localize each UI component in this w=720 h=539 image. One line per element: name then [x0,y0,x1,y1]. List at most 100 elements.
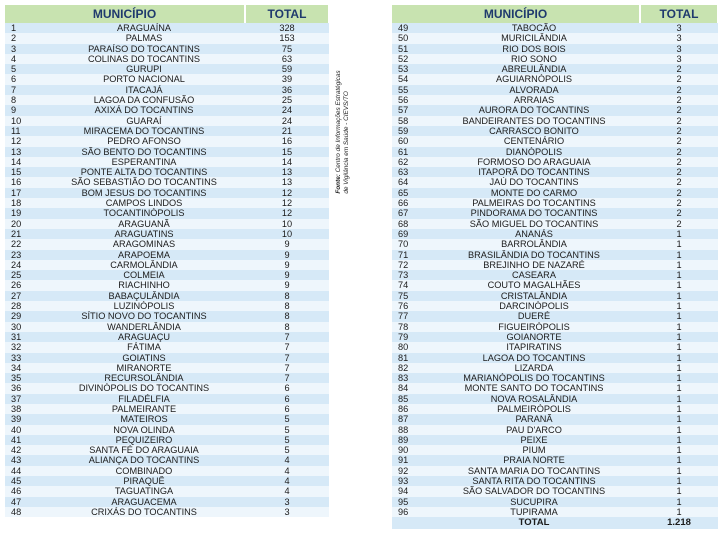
municipio-name: MONTE SANTO DO TOCANTINS [428,383,640,394]
row-total: 3 [640,33,718,44]
table-row: 88 PAU D'ARCO 1 [392,424,718,435]
row-number: 28 [5,301,43,312]
table-row: 15 PONTE ALTA DO TOCANTINS 13 [5,167,329,178]
municipio-name: CENTENÁRIO [428,136,640,147]
row-total: 1 [640,249,718,260]
row-total: 2 [640,136,718,147]
row-number: 8 [5,95,43,106]
row-number: 81 [392,352,428,363]
table-row: 17 BOM JESUS DO TOCANTINS 12 [5,187,329,199]
table-row: 47 ARAGUACEMA 3 [5,496,329,507]
table-row: 42 SANTA FÉ DO ARAGUAIA 5 [5,445,329,456]
table-row: 8 LAGOA DA CONFUSÃO 25 [5,95,329,106]
row-number: 70 [392,239,428,250]
municipio-name: MATEIROS [43,414,245,425]
row-total: 1 [640,228,718,240]
row-number: 75 [392,290,428,302]
row-total: 8 [245,290,329,302]
row-total: 1 [640,270,718,281]
table-row: 86 PALMEIRÓPOLIS 1 [392,403,718,415]
total-row: TOTAL 1.218 [392,517,718,530]
municipio-name: COMBINADO [43,465,245,477]
row-number: 42 [5,445,43,456]
row-number: 29 [5,311,43,322]
table-row: 2 PALMAS 153 [5,33,329,44]
row-total: 3 [245,506,329,518]
table-row: 92 SANTA MARIA DO TOCANTINS 1 [392,465,718,477]
table-row: 54 AGUIARNÓPOLIS 2 [392,74,718,85]
municipio-name: SÍTIO NOVO DO TOCANTINS [43,311,245,322]
municipio-name: SÃO SALVADOR DO TOCANTINS [428,486,640,497]
row-total: 1 [640,331,718,343]
municipio-name: CARMOLÂNDIA [43,259,245,271]
row-number: 3 [5,43,43,54]
row-total: 5 [245,424,329,435]
row-number: 62 [392,156,428,168]
municipio-name: ALVORADA [428,84,640,96]
municipio-name: AGUIARNÓPOLIS [428,74,640,85]
row-number: 74 [392,280,428,291]
municipio-name: SÃO SEBASTIÃO DO TOCANTINS [43,177,245,188]
municipio-name: DIANÓPOLIS [428,146,640,157]
table-row: 20 ARAGUANÃ 10 [5,218,329,229]
row-number: 67 [392,208,428,219]
table-row: 67 PINDORAMA DO TOCANTINS 2 [392,208,718,219]
table-row: 90 PIUM 1 [392,445,718,456]
source-line1: Centro de Informações Estratégicas [335,70,342,173]
row-number: 37 [5,393,43,404]
row-total: 36 [245,84,329,96]
row-total: 1 [640,496,718,507]
row-number: 10 [5,115,43,126]
municipio-name: TOCANTINÓPOLIS [43,208,245,219]
row-number: 58 [392,115,428,126]
row-number: 59 [392,125,428,137]
table-row: 29 SÍTIO NOVO DO TOCANTINS 8 [5,311,329,322]
row-total: 2 [640,208,718,219]
table-body-left: 1 ARAGUAÍNA 328 2 PALMAS 153 3 PARAÍSO DO TOCAN… [5,23,329,518]
municipio-name: MIRANORTE [43,362,245,374]
row-total: 6 [245,393,329,404]
municipio-name: SÃO BENTO DO TOCANTINS [43,146,245,157]
row-total: 15 [245,146,329,157]
table-row: 84 MONTE SANTO DO TOCANTINS 1 [392,383,718,394]
municipio-name: PALMEIRAS DO TOCANTINS [428,198,640,209]
row-number: 6 [5,74,43,85]
row-number: 26 [5,280,43,291]
table-row: 65 MONTE DO CARMO 2 [392,187,718,199]
row-number: 55 [392,84,428,96]
row-total: 24 [245,115,329,126]
row-total: 2 [640,84,718,96]
municipio-name: DARCINÓPOLIS [428,301,640,312]
row-number: 72 [392,259,428,271]
table-row: 91 PRAIA NORTE 1 [392,455,718,466]
row-total: 4 [245,476,329,487]
row-number: 61 [392,146,428,157]
municipio-name: SUCUPIRA [428,496,640,507]
row-number: 93 [392,476,428,487]
table-row: 9 AXIXÁ DO TOCANTINS 24 [5,105,329,116]
row-total: 1 [640,393,718,404]
row-number: 1 [5,23,43,34]
row-total: 4 [245,486,329,497]
total-value: 1.218 [640,517,718,530]
municipio-name: PARANÃ [428,414,640,425]
table-row: 53 ABREULÂNDIA 2 [392,64,718,75]
row-total: 13 [245,177,329,188]
municipio-name: FORMOSO DO ARAGUAIA [428,156,640,168]
row-number: 16 [5,177,43,188]
row-total: 7 [245,331,329,343]
row-total: 8 [245,311,329,322]
table-row: 43 ALIANÇA DO TOCANTINS 4 [5,455,329,466]
municipio-name: PIRAQUÊ [43,476,245,487]
table-row: 50 MURICILÂNDIA 3 [392,33,718,44]
table-body-right: 49 TABOCÃO 3 50 MURICILÂNDIA 3 51 RIO DOS BOIS 3… [392,23,718,518]
row-number: 35 [5,373,43,384]
row-number: 49 [392,23,428,34]
row-total: 2 [640,125,718,137]
row-number: 48 [5,506,43,518]
municipio-name: ARAGUAÇU [43,331,245,343]
row-total: 9 [245,280,329,291]
table-row: 95 SUCUPIRA 1 [392,496,718,507]
row-number: 50 [392,33,428,44]
table-row: 38 PALMEIRANTE 6 [5,403,329,415]
